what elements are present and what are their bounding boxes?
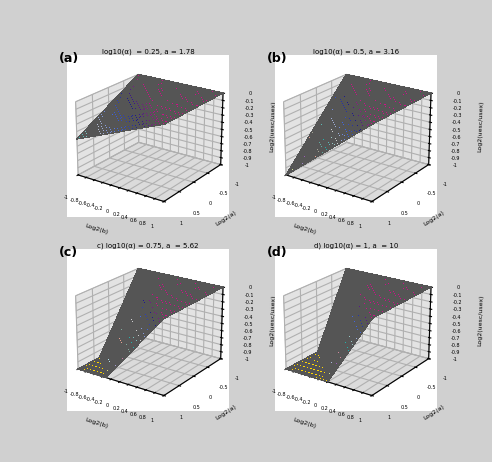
Y-axis label: Log2(a): Log2(a) xyxy=(215,209,237,226)
Text: (c): (c) xyxy=(59,246,78,259)
X-axis label: Log2(b): Log2(b) xyxy=(84,223,108,235)
Text: (d): (d) xyxy=(267,246,288,259)
Text: (a): (a) xyxy=(59,52,80,65)
X-axis label: Log2(b): Log2(b) xyxy=(84,417,108,429)
Text: (b): (b) xyxy=(267,52,288,65)
Y-axis label: Log2(a): Log2(a) xyxy=(423,403,445,420)
Title: c) log10(α) = 0.75, a  = 5.62: c) log10(α) = 0.75, a = 5.62 xyxy=(97,243,199,249)
Title: log10(α)  = 0.25, a = 1.78: log10(α) = 0.25, a = 1.78 xyxy=(102,49,194,55)
Title: log10(α) = 0.5, a = 3.16: log10(α) = 0.5, a = 3.16 xyxy=(313,49,399,55)
Y-axis label: Log2(a): Log2(a) xyxy=(215,403,237,420)
X-axis label: Log2(b): Log2(b) xyxy=(292,417,316,429)
X-axis label: Log2(b): Log2(b) xyxy=(292,223,316,235)
Title: d) log10(α) = 1, a  = 10: d) log10(α) = 1, a = 10 xyxy=(314,243,399,249)
Y-axis label: Log2(a): Log2(a) xyxy=(423,209,445,226)
